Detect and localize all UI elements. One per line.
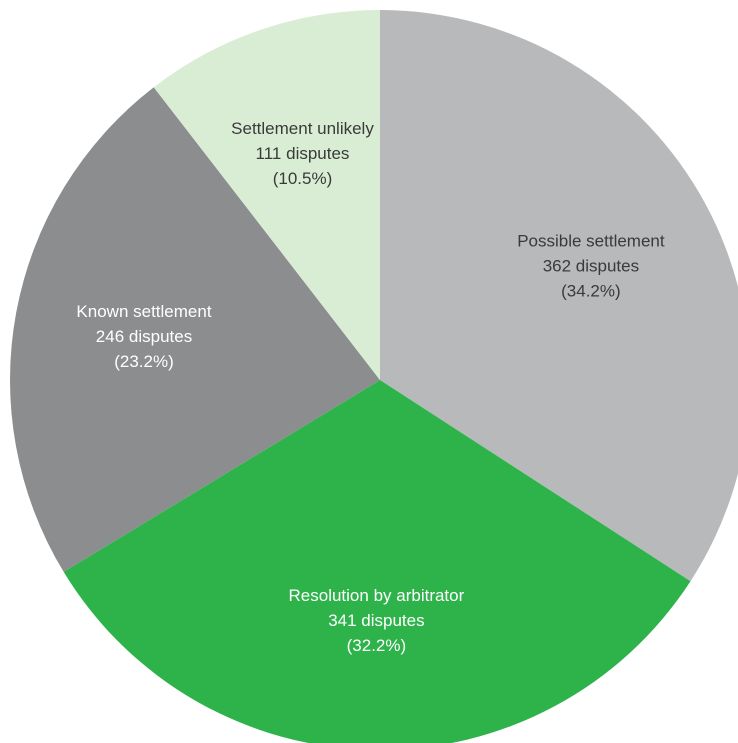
pie-slice-1 — [63, 380, 691, 743]
slice-count-label: 111 disputes — [256, 144, 350, 163]
pie-slices — [10, 10, 738, 743]
slice-label: Possible settlement — [517, 231, 665, 250]
slice-label: Settlement unlikely — [231, 119, 374, 138]
slice-percent-label: (32.2%) — [347, 636, 407, 655]
slice-count-label: 246 disputes — [96, 327, 192, 346]
slice-label: Known settlement — [76, 302, 211, 321]
slice-label: Resolution by arbitrator — [289, 586, 465, 605]
pie-slice-3 — [153, 10, 380, 380]
pie-slice-0 — [380, 10, 738, 582]
pie-slice-2 — [10, 87, 380, 572]
slice-percent-label: (34.2%) — [561, 281, 621, 300]
slice-count-label: 362 disputes — [543, 256, 639, 275]
slice-count-label: 341 disputes — [328, 611, 424, 630]
slice-percent-label: (10.5%) — [273, 169, 333, 188]
pie-labels: Possible settlement 362 disputes (34.2%) Re… — [76, 119, 664, 655]
slice-percent-label: (23.2%) — [114, 352, 174, 371]
